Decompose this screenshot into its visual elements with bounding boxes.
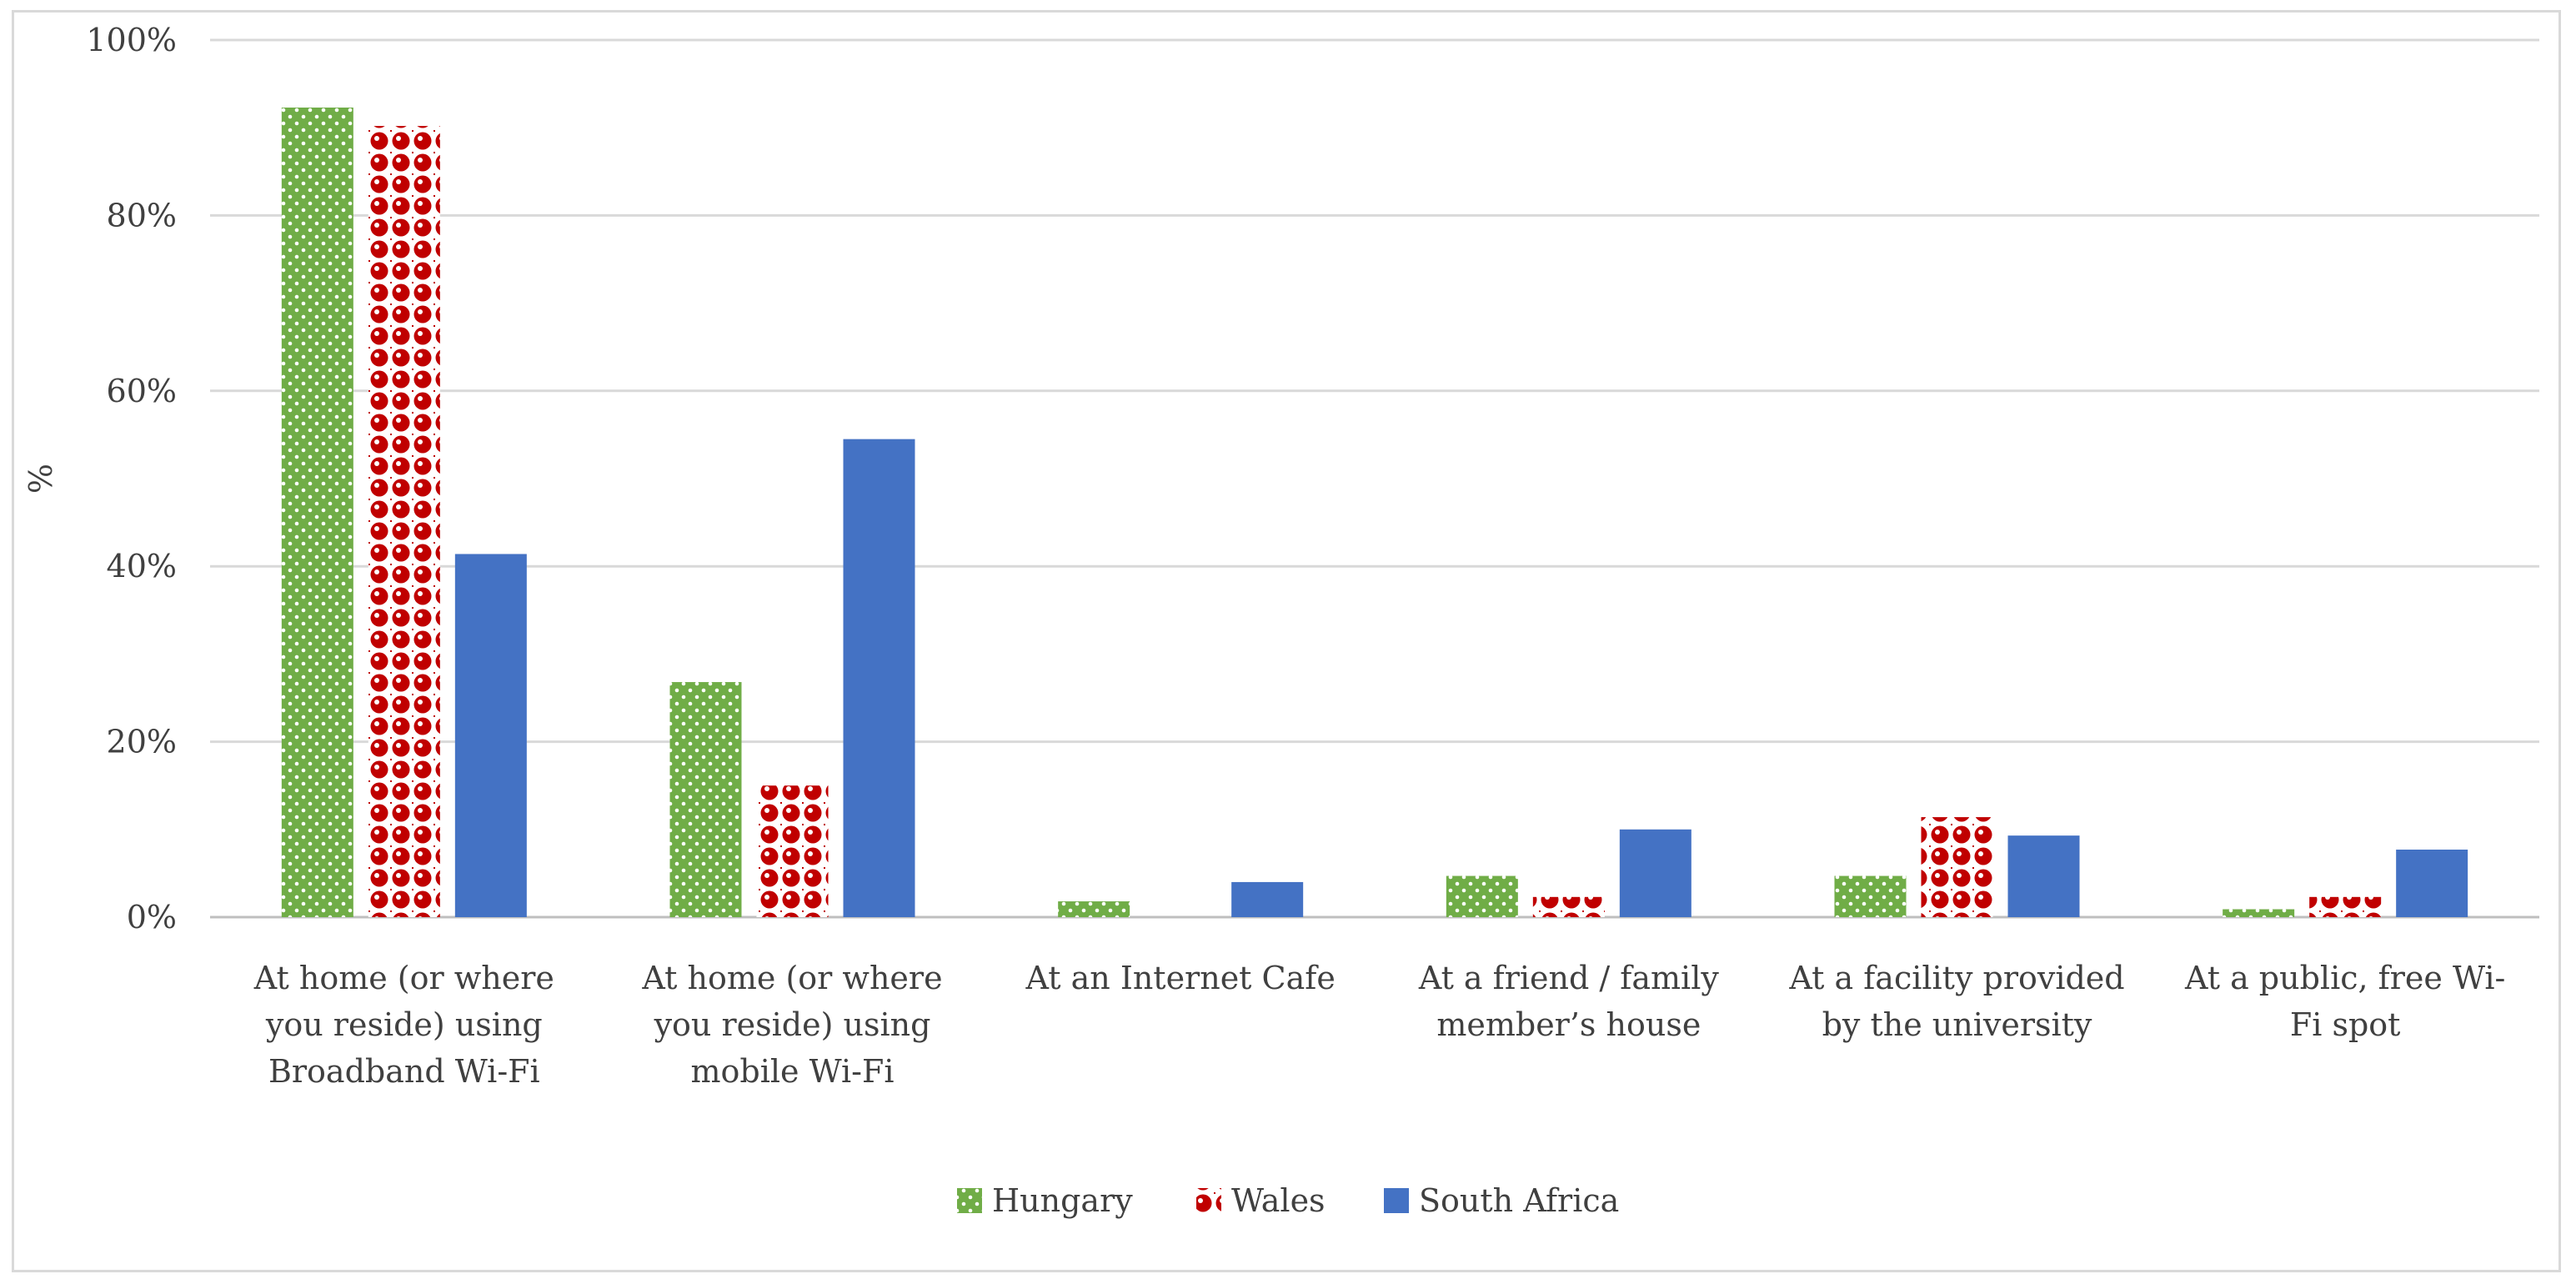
bar-south-africa <box>1619 829 1691 917</box>
bar-south-africa <box>1231 881 1304 917</box>
x-category-label: At home (or where you reside) using mobile… <box>641 960 942 1090</box>
bar-hungary <box>1058 901 1130 917</box>
y-tick-label: 40% <box>107 548 177 584</box>
legend: Hungary Wales South Africa <box>957 1182 1619 1219</box>
legend-swatch <box>1196 1188 1221 1213</box>
y-tick-label: 20% <box>107 724 177 760</box>
bar-south-africa <box>2396 849 2468 917</box>
y-tick-label: 100% <box>86 22 177 58</box>
legend-swatch <box>957 1188 982 1213</box>
x-category-label: At a facility provided by the university <box>1788 960 2124 1043</box>
bar-wales <box>1921 817 1993 917</box>
y-tick-label: 0% <box>127 899 177 935</box>
legend-label: South Africa <box>1419 1182 1619 1219</box>
bar-wales <box>368 126 440 917</box>
legend-label: Hungary <box>992 1182 1133 1219</box>
bars <box>281 108 2468 917</box>
bar-south-africa <box>2007 835 2080 917</box>
legend-label: Wales <box>1231 1182 1326 1219</box>
y-axis-title: % <box>23 464 59 494</box>
bar-south-africa <box>454 554 527 917</box>
bar-wales <box>2309 896 2382 917</box>
x-category-label: At an Internet Cafe <box>1025 960 1335 996</box>
legend-swatch <box>1384 1188 1409 1213</box>
bar-hungary <box>1446 875 1518 917</box>
bar-hungary <box>669 682 742 917</box>
y-axis-ticks: 0% 20% 40% 60% 80% 100% <box>86 22 177 935</box>
bar-hungary <box>1834 875 1907 917</box>
x-category-label: At a public, free Wi-Fi spot <box>2184 960 2505 1043</box>
bar-hungary <box>281 108 353 917</box>
bar-hungary <box>2223 909 2295 917</box>
y-tick-label: 80% <box>107 197 177 233</box>
x-axis-categories: At home (or where you reside) using Broadb… <box>253 960 2506 1090</box>
bar-wales <box>756 785 829 917</box>
gridlines <box>210 38 2539 919</box>
x-category-label: At home (or where you reside) using Broadb… <box>253 960 554 1090</box>
y-tick-label: 60% <box>107 373 177 409</box>
x-category-label: At a friend / family member’s house <box>1418 960 1720 1043</box>
bar-south-africa <box>843 439 915 917</box>
bar-wales <box>1532 896 1605 917</box>
